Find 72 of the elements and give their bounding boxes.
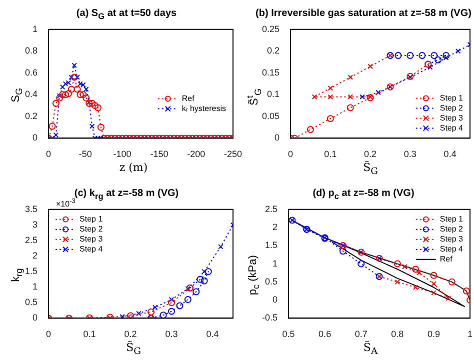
x-axis-title: z (m) — [118, 161, 149, 174]
legend-label: Step 3 — [440, 234, 464, 244]
legend-label: Step 4 — [440, 244, 464, 254]
y-tick-label: 1 — [32, 282, 38, 292]
y-tick-label: 2 — [272, 222, 278, 232]
x-tick-label: -100 — [113, 149, 132, 160]
y-tick-label: 3.5 — [24, 204, 38, 214]
x-tick-label: 0.1 — [83, 329, 96, 340]
x-tick-label: 0.6 — [318, 329, 332, 340]
y-tick-label: -0.5 — [262, 312, 278, 323]
x-tick-label: 0.5 — [282, 329, 295, 340]
y-tick-label: 2.5 — [264, 204, 278, 214]
y-tick-label: 1 — [272, 258, 278, 268]
y-tick-label: 0 — [32, 312, 38, 323]
y-tick-label: 0.2 — [24, 110, 38, 121]
legend-label: Step 4 — [80, 244, 104, 254]
y-tick-label: 0 — [272, 294, 278, 305]
y-tick-label: 0.8 — [24, 46, 38, 56]
legend-label: Step 4 — [440, 123, 464, 132]
x-tick-label: 0.4 — [444, 149, 456, 160]
y-tick-label: 2 — [32, 250, 38, 261]
legend-label: Step 1 — [440, 93, 464, 102]
legend-label: Step 2 — [440, 224, 464, 234]
chart-title: (a) S$_{G}$ at at t=50 days — [75, 8, 178, 21]
y-tick-label: 1 — [32, 24, 38, 34]
legend-label: Step 2 — [80, 224, 104, 234]
legend-label: Step 1 — [80, 214, 104, 224]
x-axis-title: S̃$_{A}$ — [362, 341, 379, 358]
y-tick-label: 0.05 — [262, 110, 280, 121]
chart-title: (b) Irreversible gas saturation at z=-58 m (VG) — [254, 8, 472, 19]
x-tick-label: -50 — [78, 149, 92, 160]
x-tick-label: 1 — [467, 329, 473, 340]
x-tick-label: -250 — [224, 149, 242, 160]
x-tick-label: 0 — [46, 329, 52, 340]
y-tick-label: 0.4 — [24, 89, 38, 100]
text: ×10$^{-3}$ — [56, 198, 76, 209]
x-tick-label: 0.2 — [364, 149, 377, 160]
legend-label: Step 3 — [440, 113, 464, 122]
legend-label: kᵣ hysteresis — [182, 104, 226, 114]
x-tick-label: 0.3 — [404, 149, 416, 160]
y-tick-label: 2.5 — [24, 234, 38, 245]
legend-label: Step 1 — [440, 214, 464, 224]
x-axis-title: S̃$_{G}$ — [125, 341, 142, 358]
y-tick-label: 0.5 — [24, 297, 38, 308]
legend-label: Step 3 — [80, 234, 104, 244]
x-tick-label: -150 — [150, 149, 168, 160]
y-tick-label: 0.2 — [267, 46, 280, 56]
chart-title: (d) p$_{c}$ at z=-58 m (VG) — [312, 188, 416, 201]
legend-label: Step 2 — [440, 103, 464, 112]
x-tick-label: 0.7 — [354, 329, 368, 340]
y-tick-label: 0 — [274, 132, 280, 143]
y-tick-label: 1.5 — [264, 240, 278, 250]
x-tick-label: 0.8 — [391, 329, 404, 340]
x-tick-label: 0 — [288, 149, 294, 160]
x-tick-label: 0.4 — [206, 329, 219, 340]
x-axis-title: S̃$_{G}$ — [362, 161, 379, 178]
x-tick-label: 0.9 — [427, 329, 440, 340]
x-tick-label: -200 — [187, 149, 206, 160]
y-tick-label: 0.5 — [264, 276, 278, 286]
legend-label: Ref — [440, 254, 454, 264]
y-tick-label: 0.1 — [267, 89, 280, 100]
x-tick-label: 0.1 — [324, 149, 337, 160]
y-tick-label: 0.25 — [262, 24, 280, 34]
y-tick-label: 0.15 — [262, 67, 280, 78]
x-tick-label: 0 — [46, 149, 52, 160]
y-tick-label: 3 — [32, 219, 38, 230]
x-tick-label: 0.3 — [165, 329, 178, 340]
legend-label: Ref — [182, 94, 196, 104]
y-tick-label: 0.6 — [24, 67, 38, 78]
y-tick-label: 0 — [32, 132, 38, 143]
y-tick-label: 1.5 — [24, 266, 38, 276]
x-tick-label: 0.2 — [124, 329, 137, 340]
